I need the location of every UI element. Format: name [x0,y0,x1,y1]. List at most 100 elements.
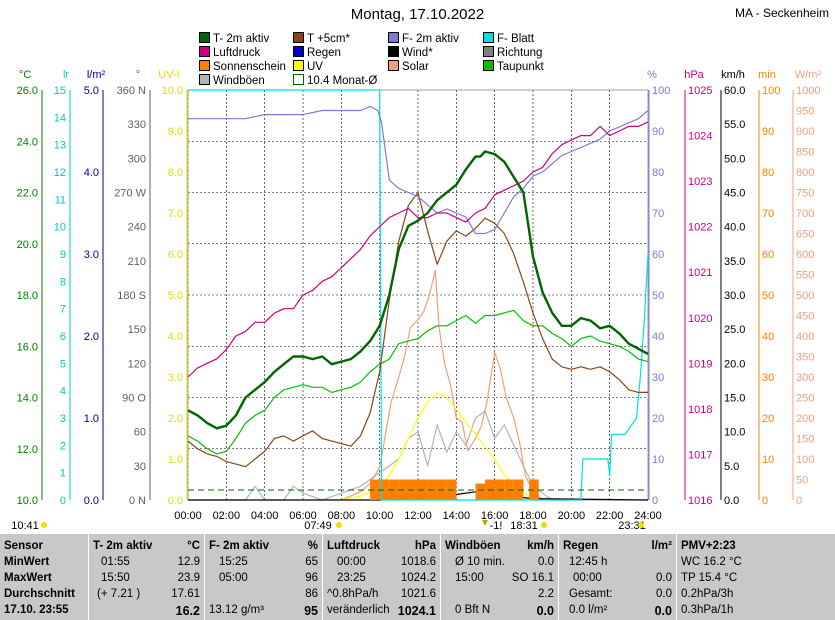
legend-swatch [388,32,399,43]
y-axis-unit-left: l/m² [87,69,106,81]
legend-label: Richtung [497,47,543,59]
y-tick-label-left: 22.0 [17,188,38,200]
y-tick-label-right: 650 [796,229,814,241]
stats-wind-max-time: 15:00 [455,572,484,584]
legend-item: Luftdruck [199,46,260,59]
series-line [187,121,649,378]
stats-rain-col: Regen l/m² 12:45 h 00:00 0.0 Gesamt: 0.0 0.… [559,534,676,620]
y-tick-label-right: 20.0 [724,358,745,370]
y-tick-label-left: 60 [134,427,146,439]
y-tick-label-right: 50 [652,290,664,302]
stats-pmv-tp: TP 15.4 °C [681,572,738,584]
wind-mark-label: -1! [490,520,503,532]
stats-wind-max: SO 16.1 [511,572,554,584]
stats-hum-abs: 13.12 g/m³ [209,604,264,616]
stats-current-time: 17.10. 23:55 [4,604,69,616]
y-tick-label-left: 12 [54,167,66,179]
y-tick-label-right: 800 [796,167,814,179]
y-tick-label-right: 25.0 [724,324,745,336]
y-tick-label-right: 15.0 [724,393,745,405]
stats-hum-min: 65 [305,556,318,568]
y-tick-label-left: 2.0 [168,413,183,425]
legend-item: Richtung [483,46,542,59]
sunshine-bar [475,483,486,500]
legend-item: T +5cm* [293,32,350,45]
x-tick-label: 02:00 [213,510,241,522]
x-tick-label: 04:00 [251,510,279,522]
stats-press-avg: 1021.6 [400,588,436,600]
y-tick-label-right: 0 [796,495,802,507]
y-tick-label-right: 1023 [688,176,712,188]
legend-swatch [293,32,304,43]
y-tick-label-right: 50 [796,475,808,487]
stats-press-head: Luftdruck [327,540,381,552]
stats-pmv-wc: WC 16.2 °C [681,556,742,568]
legend-label: F- Blatt [497,33,535,45]
y-tick-label-right: 40 [762,331,774,343]
y-tick-label-right: 20 [762,413,774,425]
y-tick-label-right: 10 [652,454,664,466]
y-tick-label-left: 10.0 [162,85,183,97]
y-axis-unit-right: W/m² [795,69,822,81]
stats-temp-avg-diff: (+ 7.21 ) [97,588,141,600]
stats-rain-total-label: Gesamt: [569,588,613,600]
y-tick-label-left: 210 [128,256,146,268]
legend-swatch [293,46,304,57]
stats-press-unit: hPa [414,540,436,552]
legend-item: 10.4 Monat-Ø [293,74,377,87]
legend-swatch [293,60,304,71]
stats-hum-avg: 86 [305,588,318,600]
x-tick-label: 24:00 [634,510,662,522]
stats-sensor-head: Sensor [4,540,43,552]
legend-swatch [483,60,494,71]
y-tick-label-right: 90 [652,126,664,138]
legend-swatch [483,32,494,43]
stats-panel: Sensor MinWert MaxWert Durchschnitt 17.1… [0,534,835,620]
y-tick-label-left: 16.0 [17,341,38,353]
sunshine-bar [370,479,380,500]
x-tick-label: 00:00 [174,510,202,522]
y-tick-label-right: 50.0 [724,153,745,165]
y-tick-label-left: 360 N [117,85,146,97]
y-tick-label-left: 1 [60,468,66,480]
stats-press-max-time: 23:25 [337,572,366,584]
y-tick-label-right: 1021 [688,267,712,279]
legend-label: Sonnenschein [213,61,286,73]
legend-item: Sonnenschein [199,60,286,73]
y-axis-unit-right: hPa [684,69,704,81]
series-line [187,309,649,455]
y-tick-label-right: 250 [796,393,814,405]
y-tick-label-right: 150 [796,434,814,446]
x-tick-label: 20:00 [558,510,586,522]
stats-rain-time: 00:00 [573,572,602,584]
stats-temp-min-time: 01:55 [101,556,130,568]
y-tick-label-right: 50 [762,290,774,302]
sunshine-bar [379,479,390,500]
y-tick-label-right: 1022 [688,222,712,234]
moon-icon [638,522,644,528]
legend-item: Solar [388,60,429,73]
y-tick-label-right: 40 [652,331,664,343]
legend-label: F- 2m aktiv [402,33,459,45]
legend-item: UV [293,60,323,73]
stats-temp-max-time: 15:50 [101,572,130,584]
sun-icon [541,522,547,528]
y-tick-label-left: 5.0 [84,85,99,97]
y-tick-label-left: 18.0 [17,290,38,302]
y-tick-label-left: 8.0 [168,167,183,179]
y-tick-label-right: 400 [796,331,814,343]
y-tick-label-right: 30 [652,372,664,384]
y-tick-label-left: 14.0 [17,393,38,405]
y-tick-label-right: 550 [796,270,814,282]
y-tick-label-left: 7 [60,304,66,316]
stats-press-min: 1018.6 [400,556,436,568]
y-tick-label-left: 4 [60,386,66,398]
y-tick-label-right: 850 [796,147,814,159]
y-tick-label-right: 5.0 [724,461,739,473]
x-tick-label: 22:00 [596,510,624,522]
y-tick-label-left: 4.0 [168,331,183,343]
y-tick-label-right: 80 [762,167,774,179]
y-tick-label-left: 8 [60,276,66,288]
y-tick-label-right: 750 [796,188,814,200]
y-tick-label-right: 60 [762,249,774,261]
